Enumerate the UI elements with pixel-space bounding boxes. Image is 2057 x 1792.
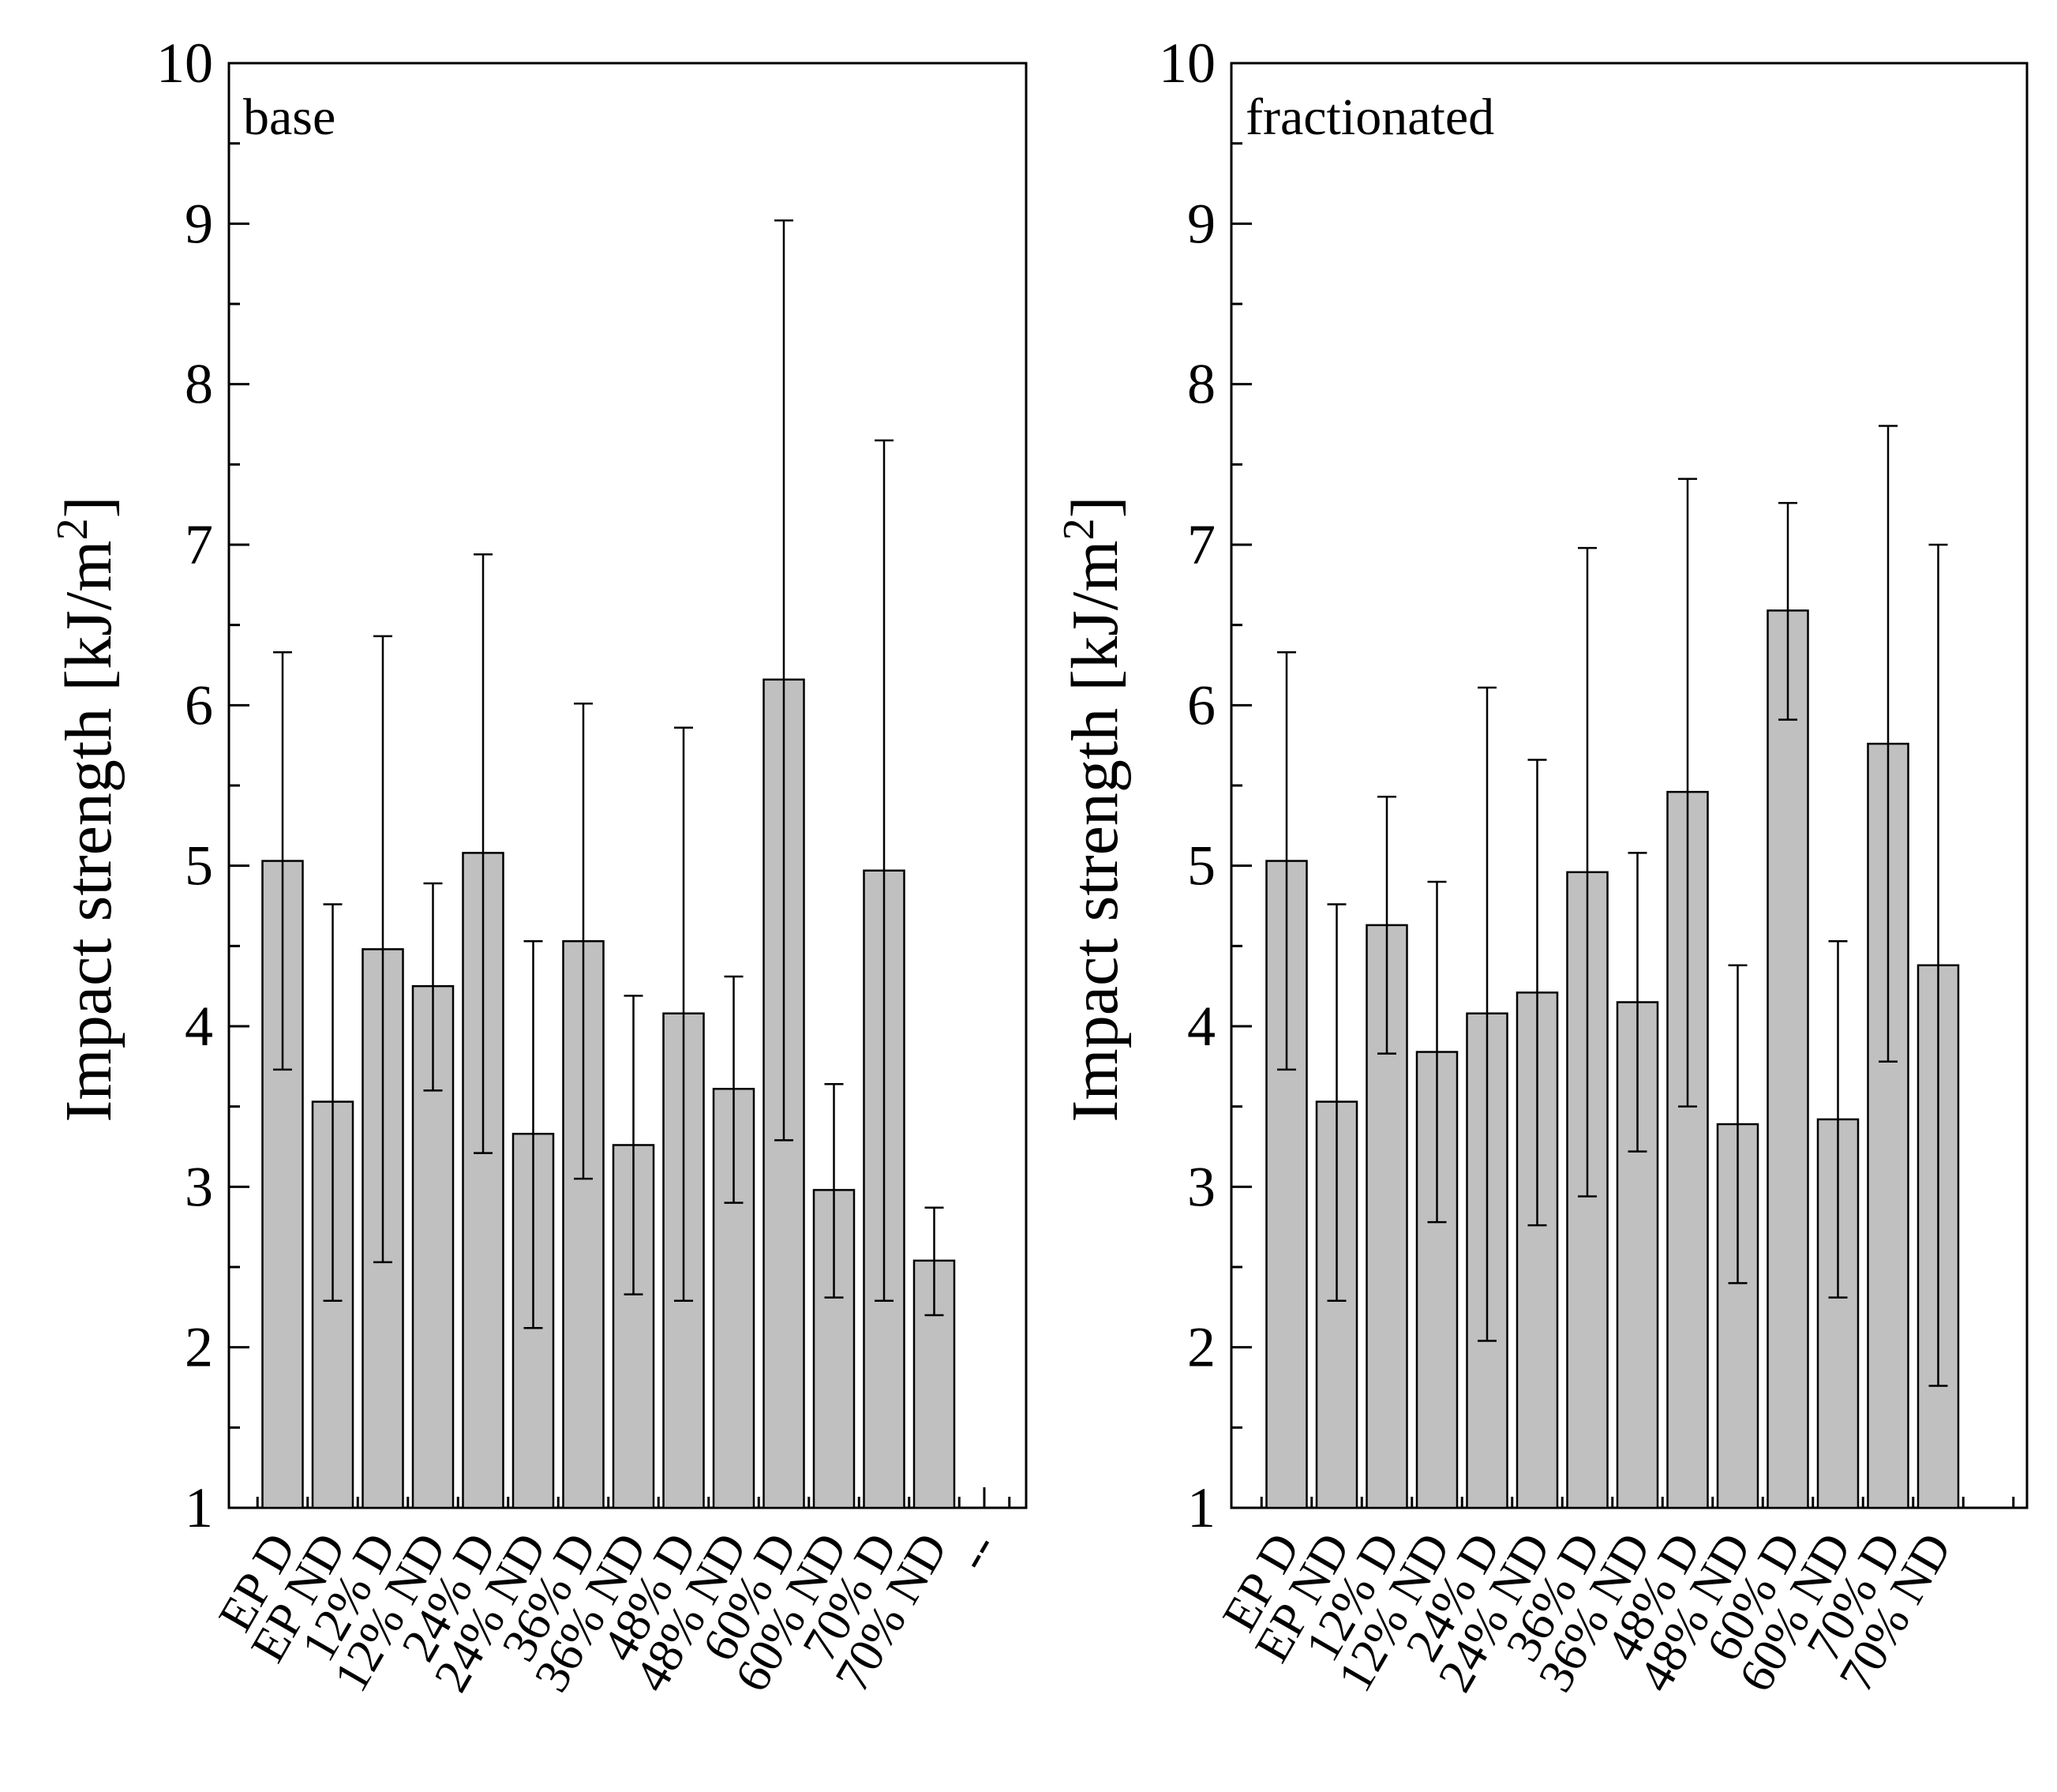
y-tick-label: 3	[1187, 1155, 1216, 1218]
y-tick-label: 8	[1187, 353, 1216, 416]
y-tick-label: 7	[1187, 513, 1216, 576]
y-tick-label: 2	[1187, 1316, 1216, 1379]
panel-label: base	[243, 88, 335, 146]
y-tick-label: 4	[1187, 995, 1216, 1058]
y-axis-label: Impact strength [kJ/m2]	[48, 496, 126, 1122]
bar	[261, 860, 304, 1509]
y-tick-label: 1	[1187, 1476, 1216, 1539]
y-axis-label-text: Impact strength [kJ/m	[52, 540, 126, 1122]
y-tick-label: 6	[1187, 673, 1216, 737]
y-axis-label-close: ]	[52, 496, 126, 518]
y-axis-label-text: Impact strength [kJ/m	[1058, 540, 1132, 1122]
y-tick-label: 10	[1159, 32, 1216, 95]
y-tick-label: 1	[185, 1476, 213, 1539]
y-tick-label: 9	[185, 192, 213, 255]
y-axis-label: Impact strength [kJ/m2]	[1055, 496, 1132, 1122]
y-tick-label: 7	[185, 513, 213, 576]
y-tick-label: 8	[185, 353, 213, 416]
y-tick-label: 5	[1187, 834, 1216, 898]
x-tick-label: --	[946, 1524, 1009, 1580]
y-tick-label: 5	[185, 834, 213, 898]
y-tick-label: 3	[185, 1155, 213, 1218]
y-tick-label: 4	[185, 995, 213, 1058]
y-axis-label-superscript: 2	[1055, 518, 1103, 540]
y-axis-label-close: ]	[1058, 496, 1132, 518]
bar	[1767, 609, 1809, 1509]
y-axis-label-superscript: 2	[48, 518, 97, 540]
y-tick-label: 2	[185, 1316, 213, 1379]
y-tick-label: 10	[156, 32, 213, 95]
y-tick-label: 6	[185, 673, 213, 737]
y-tick-label: 9	[1187, 192, 1216, 255]
panel-label: fractionated	[1246, 88, 1494, 146]
